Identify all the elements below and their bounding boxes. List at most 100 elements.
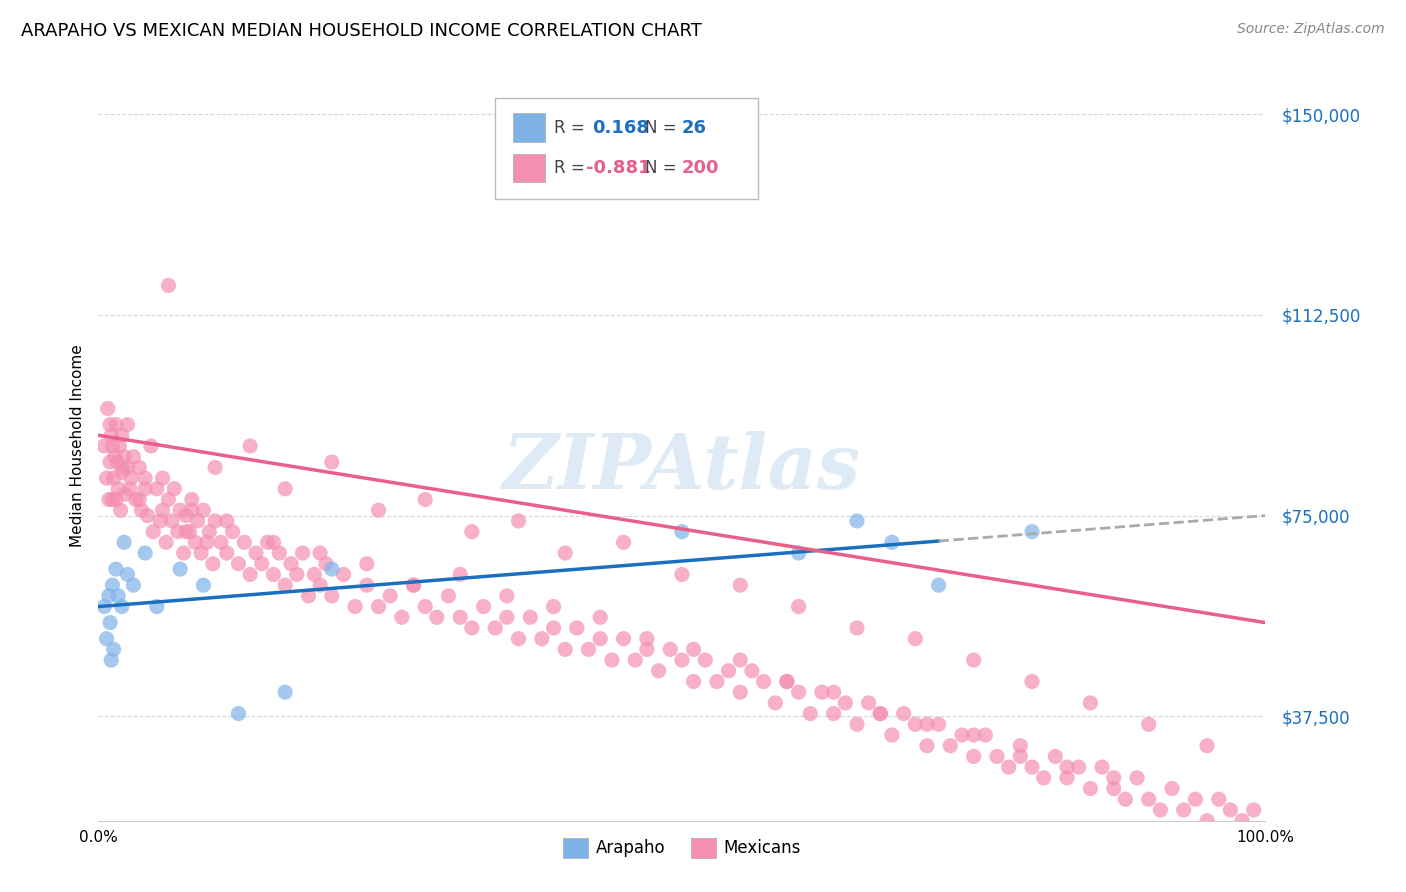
Point [274,482,297,496]
Point [245,546,267,560]
Text: R =: R = [554,119,585,136]
Point [101,492,124,507]
Point [1067,760,1090,774]
Point [962,653,984,667]
Point [543,599,565,614]
Point [1021,524,1043,539]
Point [578,642,600,657]
Point [304,567,326,582]
Point [97,589,120,603]
Point [117,567,139,582]
Point [1161,781,1184,796]
Point [104,417,127,432]
Point [239,567,262,582]
Point [915,739,938,753]
Point [96,632,118,646]
Point [1243,803,1265,817]
Point [1126,771,1149,785]
Point [928,717,950,731]
Point [142,524,165,539]
Point [589,610,612,624]
Point [114,487,136,501]
Point [108,439,131,453]
Point [730,578,752,592]
Point [1102,781,1125,796]
Point [155,535,177,549]
Point [169,562,191,576]
Point [163,482,186,496]
Point [974,728,997,742]
Point [1195,739,1218,753]
Point [134,471,156,485]
Text: 0.168: 0.168 [592,119,650,136]
Point [846,717,869,731]
Point [98,455,121,469]
Text: ARAPAHO VS MEXICAN MEDIAN HOUSEHOLD INCOME CORRELATION CHART: ARAPAHO VS MEXICAN MEDIAN HOUSEHOLD INCO… [21,22,702,40]
Point [752,674,775,689]
Point [613,535,636,549]
FancyBboxPatch shape [495,97,758,199]
Point [174,508,197,523]
Point [636,642,658,657]
Point [519,610,541,624]
Point [1010,749,1032,764]
Point [950,728,973,742]
Point [122,450,145,464]
Point [986,749,1008,764]
Point [110,503,132,517]
Text: R =: R = [554,159,585,177]
Point [554,642,576,657]
Point [437,589,460,603]
Point [228,557,250,571]
Point [554,546,576,560]
Point [1137,792,1160,806]
Point [118,482,141,496]
Point [939,739,962,753]
Point [880,535,903,549]
Point [187,514,209,528]
Point [1114,792,1136,806]
Point [472,599,495,614]
Point [1080,781,1102,796]
Point [111,460,134,475]
Point [543,621,565,635]
Point [997,760,1019,774]
Point [100,653,122,667]
Point [215,514,238,528]
Point [128,492,150,507]
Point [274,685,297,699]
Point [799,706,821,721]
Point [787,599,810,614]
Point [157,492,180,507]
Point [233,535,256,549]
Point [112,450,135,464]
Point [461,524,484,539]
Point [367,599,389,614]
Point [671,524,693,539]
Point [928,578,950,592]
Text: ZIPAtlas: ZIPAtlas [503,432,860,506]
Point [160,514,183,528]
Point [763,696,786,710]
Point [787,546,810,560]
Point [120,471,142,485]
Point [893,706,915,721]
Point [776,674,799,689]
Point [209,535,232,549]
Point [125,492,148,507]
Point [1080,696,1102,710]
Point [104,562,127,576]
Point [461,621,484,635]
Point [1056,760,1078,774]
Point [962,728,984,742]
Point [117,460,139,475]
Point [309,578,332,592]
Point [380,589,402,603]
Point [201,557,224,571]
Point [1208,792,1230,806]
Point [613,632,636,646]
Point [787,685,810,699]
Point [152,503,174,517]
Point [730,685,752,699]
Point [97,401,120,416]
